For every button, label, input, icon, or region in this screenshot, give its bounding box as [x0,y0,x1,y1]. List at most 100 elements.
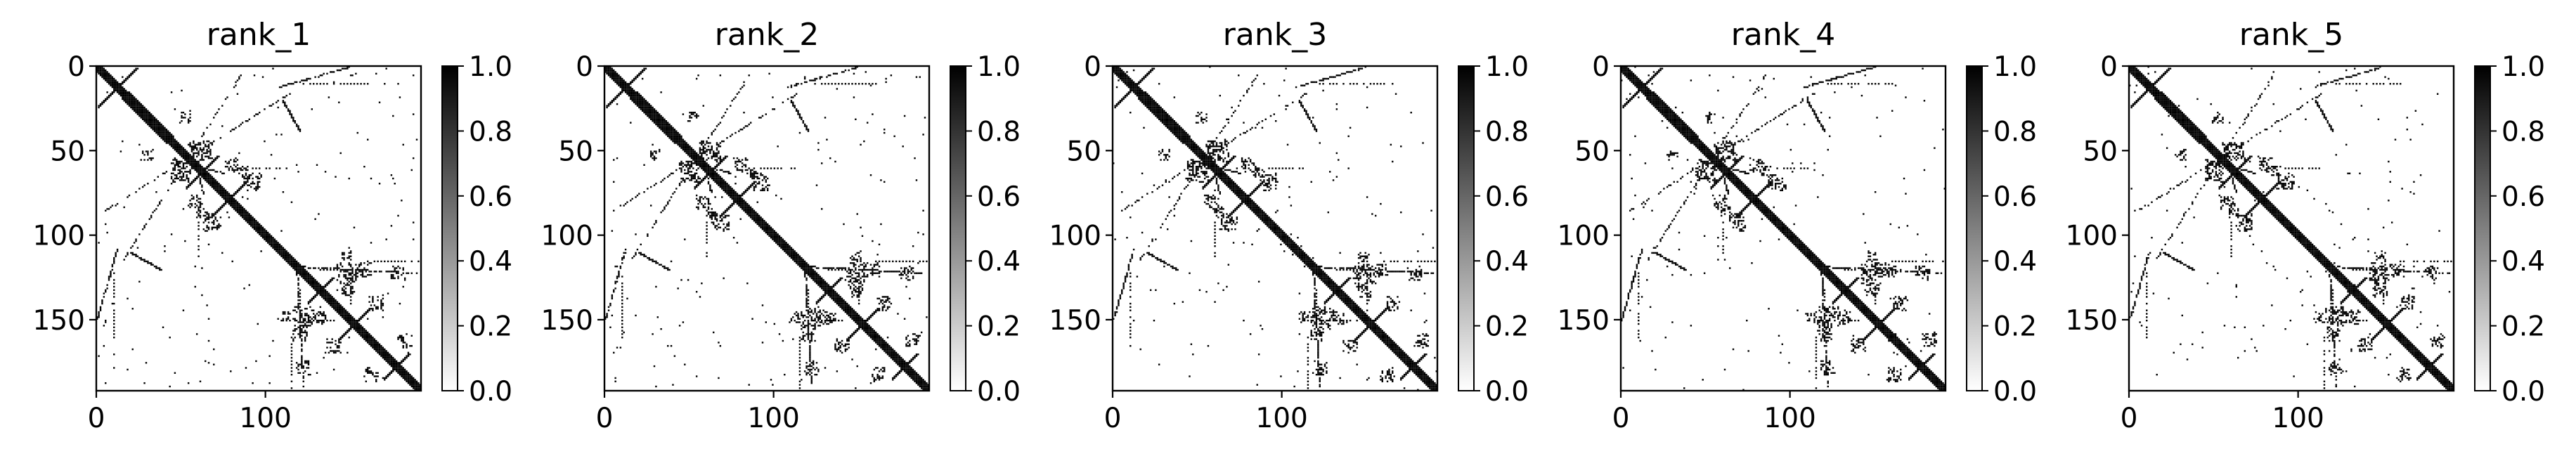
heatmap-cell [265,235,268,238]
heatmap-cell [257,221,259,223]
heatmap-cell [307,302,310,305]
heatmap-cell [349,279,352,281]
heatmap-cell [810,377,813,379]
heatmap-cell [211,177,214,180]
heatmap-cell [264,235,266,238]
heatmap-cell [193,145,195,148]
heatmap-cell [795,254,798,256]
heatmap-cell [228,160,231,163]
heatmap-cell [130,93,132,95]
heatmap-cell [135,108,137,110]
heatmap-cell [243,183,245,185]
heatmap-cell [860,319,862,322]
heatmap-cell [390,277,393,280]
heatmap-cell [194,177,196,180]
heatmap-cell [382,350,384,352]
chart-title: rank_1 [207,17,311,53]
heatmap-cell [294,268,296,271]
heatmap-cell [219,188,222,190]
heatmap-cell [869,330,872,332]
heatmap-cell [668,135,671,138]
heatmap-cell [301,345,303,347]
heatmap-cell [723,181,725,183]
heatmap-cell [243,208,245,210]
heatmap-cell [641,71,644,73]
heatmap-cell [892,350,894,352]
heatmap-cell [731,188,733,190]
heatmap-cell [647,110,649,112]
heatmap-cell [821,279,823,281]
heatmap-cell [344,333,347,335]
heatmap-cell [363,338,365,340]
heatmap-cell [230,201,232,203]
heatmap-cell [187,155,190,157]
heatmap-cell [214,157,216,160]
heatmap-cell [838,280,840,283]
heatmap-cell [741,200,744,202]
heatmap-cell [718,184,720,186]
heatmap-cell [240,186,242,188]
heatmap-cell [301,321,303,323]
heatmap-cell [131,106,134,109]
heatmap-cell [216,155,219,157]
heatmap-cell [307,363,310,365]
heatmap-cell [147,110,149,112]
heatmap-cell [414,387,416,389]
heatmap-cell [711,174,713,176]
heatmap-cell [910,373,912,376]
heatmap-cell [202,169,205,171]
heatmap-cell [278,167,281,169]
heatmap-cell [821,76,823,78]
heatmap-cell [886,351,889,354]
heatmap-cell [819,283,821,285]
heatmap-cell [616,72,619,75]
heatmap-cell [851,309,853,311]
heatmap-cell [98,106,100,109]
heatmap-cell [397,370,399,372]
heatmap-cell [127,91,129,93]
heatmap-cell [397,337,399,339]
heatmap-cell [113,323,115,325]
heatmap-cell [815,273,818,276]
heatmap-cell [392,275,394,278]
heatmap-cell [252,219,254,222]
heatmap-cell [748,206,750,209]
heatmap-cell [770,231,772,234]
heatmap-cell [738,130,740,132]
heatmap-cell [238,76,240,78]
heatmap-cell [324,296,327,298]
heatmap-cell [869,268,872,271]
heatmap-cell [609,76,611,78]
heatmap-cell [174,165,176,168]
heatmap-cell [909,373,911,376]
heatmap-cell [782,238,784,240]
heatmap-cell [670,172,673,174]
heatmap-cell [873,330,875,332]
heatmap-cell [730,105,732,107]
heatmap-cell [285,260,287,263]
heatmap-cell [182,309,185,311]
heatmap-cell [324,318,327,320]
heatmap-cell [111,79,114,82]
heatmap-cell [284,313,286,315]
heatmap-cell [741,201,744,203]
heatmap-cell [335,299,337,301]
heatmap-cell [726,209,728,212]
heatmap-cell [697,155,699,157]
heatmap-cell [110,275,112,278]
heatmap-cell [302,325,304,327]
heatmap-cell [893,358,895,361]
heatmap-cell [755,221,757,223]
heatmap-cell [875,342,877,344]
heatmap-cell [792,255,794,257]
heatmap-cell [148,122,150,124]
heatmap-cell [187,160,190,163]
heatmap-cell [226,201,228,203]
heatmap-cell [382,309,384,311]
heatmap-cell [860,318,862,320]
heatmap-cell [335,351,337,354]
heatmap-cell [344,67,347,70]
heatmap-cell [302,271,304,273]
heatmap-cell [211,213,214,215]
heatmap-cell [115,84,117,86]
